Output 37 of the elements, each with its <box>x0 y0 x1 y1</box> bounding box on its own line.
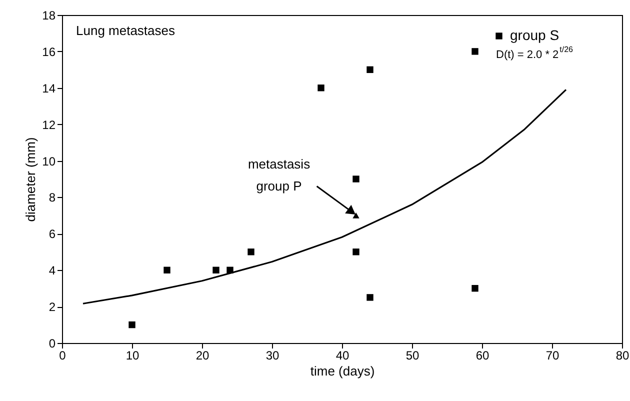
y-tick-label: 18 <box>42 8 56 22</box>
point <box>352 248 360 256</box>
point <box>472 48 478 55</box>
y-axis-title: diameter (mm) <box>23 137 38 222</box>
y-tick-label: 10 <box>42 154 56 168</box>
y-tick-label: 4 <box>48 264 56 278</box>
point <box>212 266 220 274</box>
y-tick-label: 6 <box>48 227 56 242</box>
x-tick-label: 20 <box>196 348 210 362</box>
x-axis-title: time (days) <box>310 364 375 378</box>
x-tick-label: 0 <box>59 348 66 362</box>
point <box>248 248 254 256</box>
point <box>128 321 136 328</box>
x-tick-label: 40 <box>336 348 350 362</box>
point <box>366 294 374 301</box>
point <box>366 66 374 74</box>
x-tick-label: 70 <box>546 348 560 362</box>
text: Lung metastases <box>76 23 176 38</box>
point <box>352 176 360 182</box>
y-tick-label: 16 <box>42 44 56 59</box>
x-tick-label: 60 <box>476 348 490 362</box>
line-series <box>82 88 567 304</box>
x-tick-label: 50 <box>406 348 420 362</box>
point <box>472 284 478 292</box>
x-tick-label: 30 <box>266 348 280 362</box>
y-tick-label: 0 <box>48 336 56 350</box>
point <box>164 266 170 274</box>
y-tick-label: 2 <box>48 300 56 314</box>
y-tick-label: 14 <box>42 81 56 96</box>
annotation: metastasis group P <box>248 156 311 194</box>
x-tick-label: 80 <box>616 348 630 362</box>
y-tick-label: 12 <box>42 118 56 132</box>
point <box>352 212 360 218</box>
y-tick-label: 8 <box>48 190 56 205</box>
point <box>318 84 324 92</box>
legend-label: group S <box>510 27 560 43</box>
x-tick-label: 10 <box>126 348 140 362</box>
